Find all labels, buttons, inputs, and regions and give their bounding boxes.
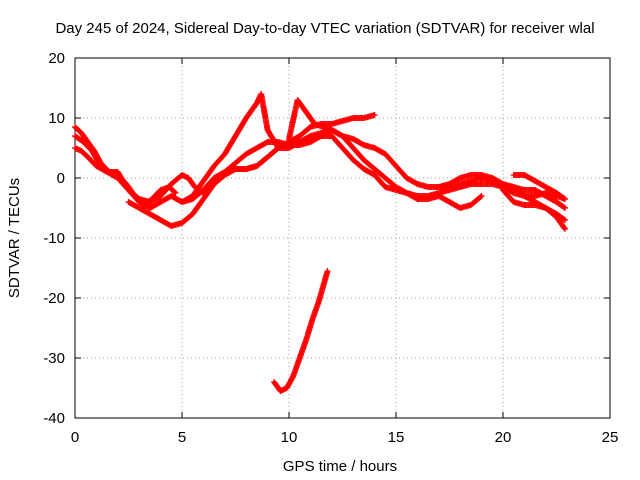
- data-point: [561, 204, 568, 211]
- y-tick-label: 0: [57, 170, 65, 187]
- y-tick-label: 10: [48, 110, 65, 127]
- data-point: [561, 216, 568, 223]
- data-point: [172, 190, 179, 196]
- x-tick-label: 10: [281, 429, 298, 446]
- data-point: [171, 189, 178, 196]
- x-tick-label: 20: [495, 429, 512, 446]
- y-tick-label: -40: [43, 410, 65, 427]
- series-arc7: [435, 172, 569, 211]
- series-arc2: [72, 112, 378, 211]
- y-tick-label: -30: [43, 350, 65, 367]
- data-point: [478, 193, 485, 199]
- data-point: [562, 226, 569, 232]
- series-arc5: [179, 91, 485, 211]
- x-tick-label: 5: [178, 429, 186, 446]
- axes: [74, 57, 611, 419]
- y-tick-label: 20: [48, 50, 65, 67]
- y-tick-label: -20: [43, 290, 65, 307]
- data-point: [561, 225, 568, 231]
- series-arc10: [271, 268, 331, 394]
- grid: [75, 58, 610, 418]
- data-points: [72, 91, 569, 394]
- chart-title: Day 245 of 2024, Sidereal Day-to-day VTE…: [55, 20, 594, 37]
- series-arc6: [286, 97, 569, 202]
- x-tick-label: 0: [71, 429, 79, 446]
- x-tick-label: 25: [602, 429, 619, 446]
- data-point: [562, 196, 569, 202]
- x-axis-label: GPS time / hours: [283, 458, 397, 475]
- data-point: [324, 268, 331, 274]
- series-arc8: [500, 187, 569, 223]
- data-point: [371, 112, 378, 118]
- data-point: [562, 205, 569, 211]
- y-axis-label: SDTVAR / TECUs: [6, 178, 23, 298]
- data-point: [562, 217, 569, 223]
- y-tick-label: -10: [43, 230, 65, 247]
- data-point: [561, 195, 568, 202]
- series-arc9: [510, 172, 569, 202]
- x-tick-label: 15: [388, 429, 405, 446]
- data-point: [477, 193, 484, 200]
- tick-labels: 0 5 10 15 20 25 -40 -30 -20 -10 0 10 20: [43, 50, 618, 446]
